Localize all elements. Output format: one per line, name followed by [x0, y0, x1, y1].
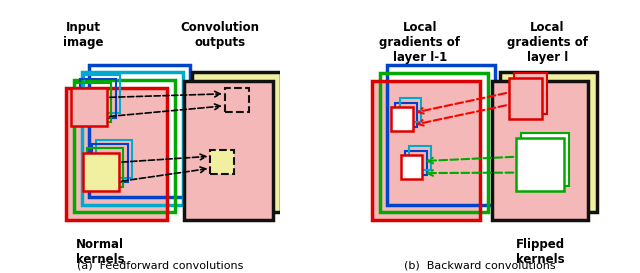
Bar — [516, 138, 564, 191]
Bar — [401, 155, 422, 179]
Text: (a)  Feedforward convolutions: (a) Feedforward convolutions — [77, 260, 243, 270]
Bar — [96, 140, 132, 178]
Text: Local
gradients of
layer l-1: Local gradients of layer l-1 — [380, 20, 460, 64]
Bar — [82, 72, 182, 204]
Bar — [400, 98, 421, 122]
Bar — [410, 146, 431, 170]
Text: Convolution
outputs: Convolution outputs — [180, 20, 260, 49]
Bar — [80, 79, 116, 118]
Bar — [76, 84, 111, 122]
Bar — [92, 144, 128, 182]
Bar — [405, 151, 427, 175]
Text: Normal
kernels: Normal kernels — [76, 238, 124, 266]
Text: Local
gradients of
layer l: Local gradients of layer l — [507, 20, 588, 64]
Bar — [71, 88, 107, 126]
Text: Flipped
kernels: Flipped kernels — [515, 238, 564, 266]
Bar — [74, 80, 175, 212]
Bar — [225, 88, 249, 112]
Bar — [211, 150, 234, 174]
Bar — [67, 88, 167, 220]
Bar — [396, 103, 417, 127]
Bar — [90, 65, 190, 197]
Bar — [67, 88, 167, 220]
Bar — [514, 73, 547, 114]
Bar — [84, 75, 120, 113]
Bar — [492, 81, 588, 220]
Bar — [380, 73, 488, 212]
Bar — [83, 153, 119, 191]
Bar — [500, 72, 596, 212]
Bar — [391, 107, 413, 131]
Bar — [193, 72, 282, 212]
Bar — [509, 78, 543, 119]
Text: Input
image: Input image — [63, 20, 104, 49]
Text: (b)  Backward convolutions: (b) Backward convolutions — [404, 260, 556, 270]
Bar — [372, 81, 480, 220]
Bar — [88, 148, 124, 187]
Bar — [521, 133, 569, 186]
Bar — [372, 81, 480, 220]
Bar — [387, 65, 495, 204]
Bar — [184, 81, 273, 220]
